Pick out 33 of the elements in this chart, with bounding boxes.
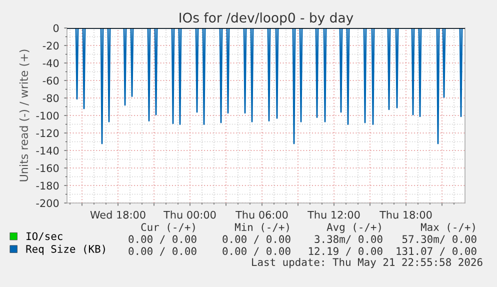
text: 131.07 / 0.00 — [396, 247, 476, 256]
text: 57.30m/ 0.00 — [402, 235, 476, 244]
text: 12.19 / 0.00 — [309, 247, 382, 256]
text: Cur (-/+) — [141, 223, 195, 232]
x-tick-label: Thu 06:00 — [236, 210, 288, 219]
y-tick-label: -160 — [36, 164, 59, 172]
text: 3.38m/ 0.00 — [314, 235, 382, 244]
text: Max (-/+) — [420, 223, 475, 232]
y-tick-label: -200 — [36, 199, 59, 208]
text: 0.00 / 0.00 — [222, 247, 290, 256]
text: 0.00 / 0.00 — [128, 235, 196, 244]
y-tick-label: -80 — [42, 94, 59, 102]
y-tick-label: -40 — [42, 59, 59, 68]
text: 0.00 / 0.00 — [222, 235, 290, 244]
x-tick-label: Thu 12:00 — [308, 210, 360, 219]
legend-label: IO/sec — [26, 232, 62, 241]
text: 0.00 / 0.00 — [128, 247, 196, 256]
chart-title: IOs for /dev/loop0 - by day — [180, 12, 354, 26]
text: Min (-/+) — [234, 222, 289, 232]
y-tick-label: -180 — [36, 182, 59, 190]
y-tick-label: -20 — [42, 42, 59, 50]
y-tick-label: -120 — [36, 129, 59, 138]
legend-label: Req Size (KB) — [26, 244, 105, 255]
text: Last update: Thu May 21 22:55:58 2026 — [252, 258, 482, 268]
y-axis-title: Units read (-) / write (+) — [19, 50, 30, 182]
y-tick-label: 0 — [53, 24, 59, 32]
y-tick-label: -100 — [36, 112, 59, 120]
x-tick-label: Thu 00:00 — [164, 210, 216, 219]
x-tick-label: Wed 18:00 — [90, 210, 146, 219]
y-tick-label: -140 — [36, 146, 59, 155]
y-tick-label: -60 — [42, 76, 59, 85]
x-tick-label: Thu 18:00 — [380, 210, 432, 219]
text: Avg (-/+) — [326, 222, 381, 234]
